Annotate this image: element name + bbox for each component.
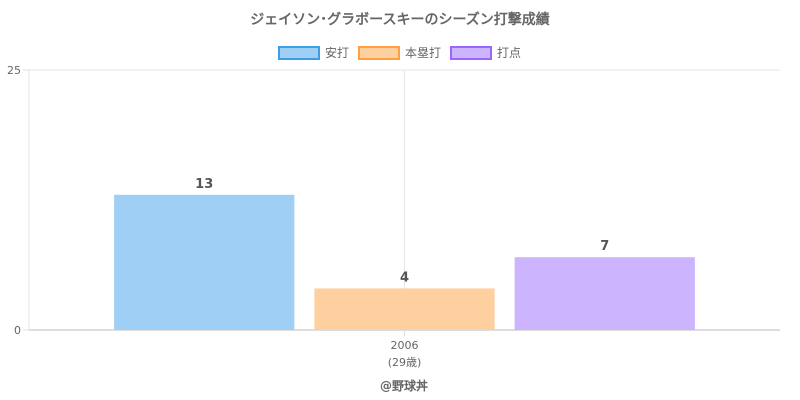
y-tick-label: 25 bbox=[7, 64, 21, 77]
bar bbox=[314, 288, 495, 330]
credit-label: @野球丼 bbox=[380, 378, 428, 393]
x-tick-sublabel: (29歳) bbox=[388, 356, 422, 369]
legend-label: 安打 bbox=[325, 45, 349, 60]
axes: 0 25 2006 (29歳) bbox=[7, 64, 421, 369]
x-tick-label: 2006 bbox=[391, 339, 419, 352]
legend-swatch bbox=[278, 46, 320, 60]
legend-label: 本塁打 bbox=[405, 46, 441, 60]
bar-value-label: 7 bbox=[600, 239, 609, 254]
legend: 安打 本塁打 打点 bbox=[278, 45, 521, 60]
bar-value-label: 13 bbox=[195, 177, 213, 192]
bars: 13 4 7 bbox=[114, 177, 695, 330]
chart-title: ジェイソン･グラボースキーのシーズン打撃成績 bbox=[250, 11, 550, 28]
y-tick-label: 0 bbox=[14, 324, 21, 337]
bar bbox=[514, 257, 695, 330]
legend-swatch bbox=[358, 46, 400, 60]
bar-value-label: 4 bbox=[400, 270, 409, 285]
legend-label: 打点 bbox=[497, 46, 521, 60]
bar bbox=[114, 194, 295, 330]
legend-swatch bbox=[450, 46, 492, 60]
